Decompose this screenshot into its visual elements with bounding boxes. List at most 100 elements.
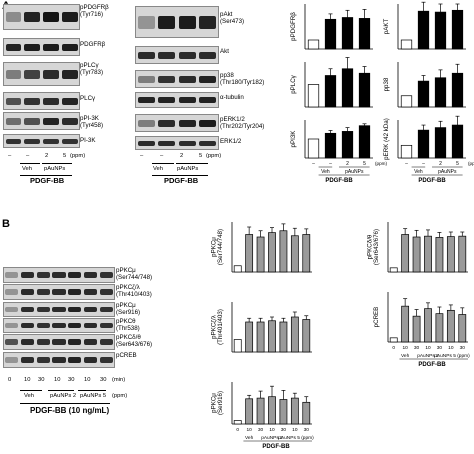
time-tick: 30 bbox=[38, 377, 45, 383]
blot-label-line: PI-3K bbox=[80, 137, 96, 144]
x-treatment-label: PDGF-BB bbox=[418, 362, 446, 368]
x-group-paunps: pAuNPs bbox=[345, 169, 364, 175]
y-axis-label: pPLCγ bbox=[290, 74, 297, 93]
bar bbox=[341, 68, 354, 108]
blot-label-line: (Ser744/748) bbox=[116, 273, 153, 281]
blot-band bbox=[61, 97, 78, 105]
x-tick-label: – bbox=[405, 161, 408, 167]
x-tick-label: 0 bbox=[236, 427, 239, 433]
blot-band bbox=[83, 322, 98, 329]
blot-strip bbox=[3, 4, 80, 30]
treatment-label: PDGF-BB bbox=[164, 176, 199, 185]
blot-label: pPKCμ (Ser744/748) bbox=[116, 267, 153, 281]
y-axis-label: pERK (42 kDa) bbox=[383, 118, 390, 160]
bracket-veh bbox=[20, 163, 40, 164]
blot-label-line: pPLCγ bbox=[80, 62, 99, 69]
time-unit: (min) bbox=[112, 377, 126, 383]
x-tick-label: 2 bbox=[346, 161, 349, 167]
x-group-label: pAuNPs 2 bbox=[417, 353, 439, 359]
group-label: pAuNPs 5 bbox=[80, 393, 107, 399]
bar bbox=[268, 232, 276, 273]
y-axis-label: pPI3K bbox=[290, 130, 297, 148]
blot-band bbox=[5, 289, 19, 296]
x-group-label: Veh bbox=[245, 435, 254, 441]
group-veh: Veh bbox=[153, 166, 163, 172]
blot-band bbox=[158, 16, 176, 29]
blot-strip bbox=[135, 46, 219, 64]
blot-strip bbox=[3, 92, 80, 110]
x-tick-label: 10 bbox=[448, 345, 454, 351]
x-group-veh: Veh bbox=[321, 169, 330, 175]
blot-band bbox=[199, 97, 217, 104]
y-axis-label: pPKCμ bbox=[211, 237, 218, 257]
blot-label-line: (Ser916) bbox=[116, 308, 141, 316]
x-group-label: Veh bbox=[401, 353, 410, 359]
blot-band bbox=[36, 272, 50, 279]
blot-band bbox=[83, 289, 98, 296]
bar bbox=[389, 337, 398, 343]
blot-label: pPKCθ (Thr538) bbox=[116, 318, 140, 332]
bar bbox=[233, 339, 242, 353]
blot-band bbox=[20, 289, 35, 296]
bar bbox=[290, 397, 299, 425]
blot-label-line: pPDGFRβ bbox=[80, 4, 109, 11]
bar bbox=[389, 267, 398, 273]
group-veh: Veh bbox=[22, 166, 32, 172]
bracket-treatment bbox=[152, 175, 208, 176]
bar bbox=[451, 72, 464, 108]
x-tick-label: 30 bbox=[304, 427, 310, 433]
blot-strip bbox=[135, 114, 219, 132]
time-tick: 10 bbox=[54, 377, 61, 383]
blot-label-line: PLCγ bbox=[80, 95, 96, 102]
blot-strip bbox=[3, 62, 80, 86]
bar bbox=[435, 313, 444, 343]
blot-band bbox=[5, 69, 22, 79]
blot-band bbox=[137, 75, 155, 83]
blot-band bbox=[5, 43, 22, 51]
blot-strip bbox=[3, 318, 115, 333]
y-axis-label: pPKCδ/θ bbox=[367, 234, 374, 259]
blot-band bbox=[43, 12, 59, 23]
blot-band bbox=[199, 75, 217, 83]
blot-band bbox=[24, 12, 40, 23]
blot-label-line: pPKCμ bbox=[116, 267, 136, 274]
bar bbox=[400, 144, 413, 159]
x-tick-label: – bbox=[422, 161, 425, 167]
blot-label: PDGFRβ bbox=[80, 41, 105, 49]
bar bbox=[233, 420, 242, 425]
blot-band bbox=[158, 97, 176, 104]
blot-label-line: pPI-3K bbox=[80, 115, 99, 122]
time-tick: 0 bbox=[8, 377, 12, 383]
blot-band bbox=[5, 12, 22, 23]
blot-label-line: (Tyr458) bbox=[80, 121, 104, 129]
blot-band bbox=[61, 138, 78, 144]
bar bbox=[256, 397, 265, 425]
bar bbox=[358, 18, 371, 50]
bracket-paunps bbox=[42, 163, 72, 164]
x-tick-label: 10 bbox=[425, 345, 431, 351]
blot-label-line: (Tyr783) bbox=[80, 68, 104, 76]
bar bbox=[307, 84, 320, 108]
blot-band bbox=[199, 51, 217, 59]
bar bbox=[256, 236, 265, 273]
blot-band bbox=[83, 272, 98, 279]
x-treatment-label: PDGF-BB bbox=[262, 444, 290, 450]
blot-band bbox=[52, 357, 66, 364]
x-tick-label: 10 bbox=[269, 427, 275, 433]
group-paunps: pAuNPs bbox=[44, 166, 66, 172]
bracket-treatment bbox=[20, 175, 72, 176]
blot-band bbox=[43, 138, 59, 144]
bar bbox=[307, 39, 320, 50]
blot-label: pPI-3K (Tyr458) bbox=[80, 115, 104, 129]
blot-band bbox=[99, 272, 113, 279]
bar bbox=[245, 234, 254, 273]
y-axis-label: (Ser744/748) bbox=[217, 229, 224, 265]
bar bbox=[245, 321, 254, 353]
blot-label-line: pERK1/2 bbox=[220, 116, 245, 123]
blot-band bbox=[178, 16, 196, 29]
group-paunps: pAuNPs bbox=[177, 166, 199, 172]
x-group-label: pAuNPs 5 (ppm) bbox=[278, 435, 314, 441]
blot-band bbox=[20, 339, 35, 346]
unit-label: (ppm) bbox=[112, 393, 128, 399]
